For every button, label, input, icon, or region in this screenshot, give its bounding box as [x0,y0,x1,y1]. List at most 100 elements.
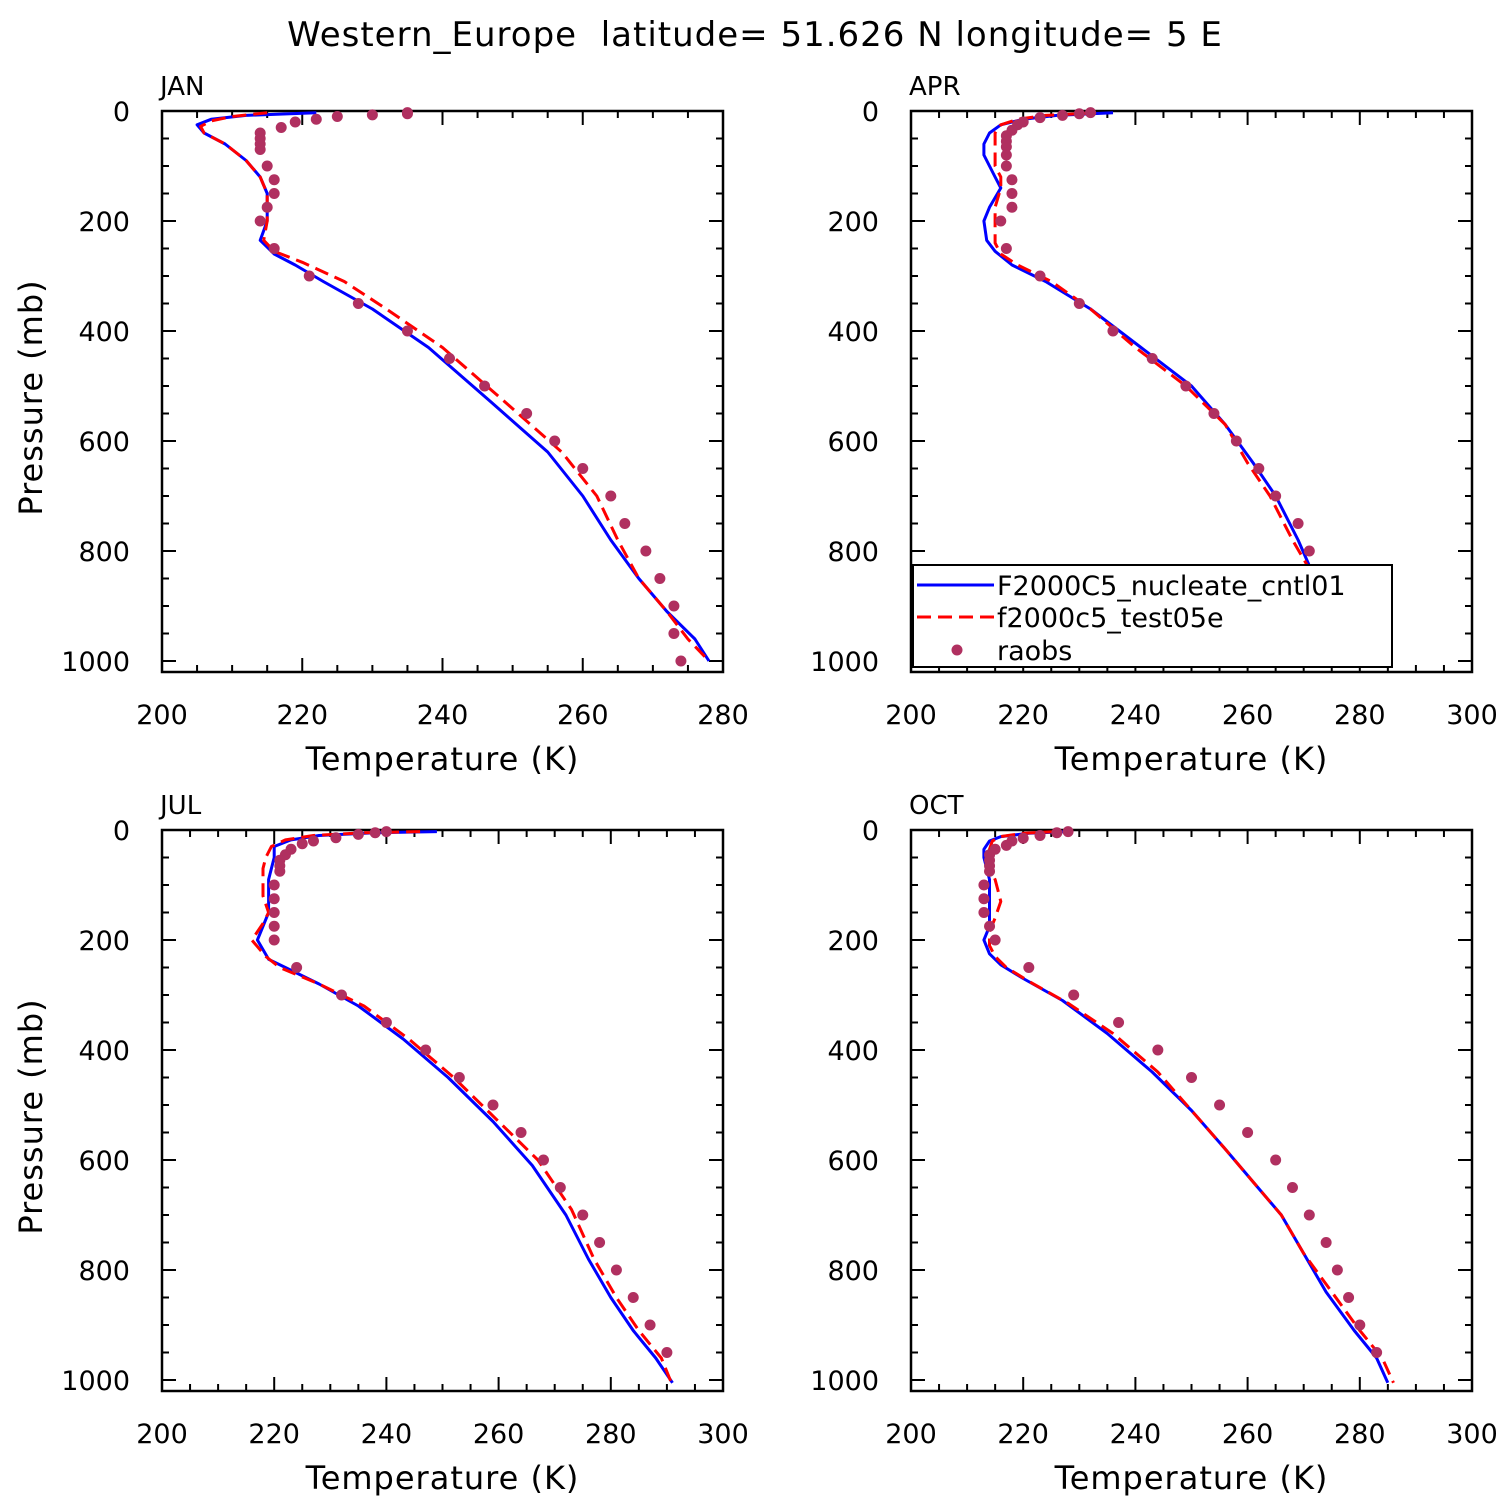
series-cntl01-line [982,111,1378,665]
x-tick-label: 260 [1222,1419,1274,1450]
raobs-point [453,1072,465,1083]
raobs-point [352,828,364,840]
raobs-point [1303,1209,1315,1221]
raobs-point [521,408,533,419]
x-tick-label: 300 [1446,1419,1498,1450]
x-tick-label: 280 [1334,700,1386,731]
raobs-point [619,518,631,529]
y-tick-label: 1000 [61,647,130,678]
raobs-point [1000,839,1012,851]
raobs-point [989,934,1001,946]
raobs-point [1320,1237,1332,1248]
x-tick-label: 240 [417,700,469,731]
raobs-point [296,838,308,850]
raobs-point [1214,1099,1226,1111]
y-tick-label: 400 [827,317,879,348]
raobs-point [307,835,319,847]
raobs-point [261,160,273,172]
raobs-point [554,1182,566,1193]
panel-apr: 200 220 240 260 280 300 0 200 400 600 800 1000 APR Te… [810,72,1497,778]
y-tick-label: 800 [78,1256,130,1287]
legend: F2000C5_nucleate_cntl01f2000c5_test05era… [912,564,1393,668]
x-tick-label: 200 [885,700,937,731]
raobs-point [668,600,680,612]
x-tick-label: 260 [557,700,609,731]
raobs-point [644,1319,656,1331]
raobs-point [1242,1127,1254,1138]
series-test05e-line [993,111,1378,663]
x-tick-label: 240 [361,1419,413,1450]
raobs-point [984,920,996,932]
raobs-point [366,109,378,121]
raobs-point [1146,353,1158,364]
y-tick-label: 0 [113,97,130,128]
raobs-point [1085,107,1097,119]
y-tick-label: 400 [827,1036,879,1067]
raobs-point [1152,1044,1164,1056]
y-tick-label: 600 [78,1146,130,1177]
y-axis-label: Pressure (mb) [12,998,50,1234]
raobs-point [1253,463,1265,474]
series-raobs [254,107,687,667]
legend-marker-raobs [951,644,963,656]
raobs-point [268,174,280,186]
raobs-point [289,116,301,128]
panel-label: JUL [158,791,202,821]
raobs-point [380,826,392,838]
raobs-point [675,655,687,667]
raobs-point [1062,826,1074,838]
raobs-point [268,934,280,946]
raobs-point [369,827,381,839]
raobs-point [1006,188,1018,199]
raobs-point [627,1292,639,1303]
y-tick-label: 400 [78,1036,130,1067]
y-tick-label: 0 [862,816,879,847]
raobs-point [268,907,280,918]
raobs-point [1371,1347,1383,1358]
series-test05e-line [988,830,1395,1384]
raobs-point [978,907,990,918]
x-tick-label: 300 [697,1419,749,1450]
raobs-point [661,1347,673,1358]
raobs-point [268,920,280,932]
x-axis-label: Temperature (K) [305,1459,580,1497]
raobs-point [610,1264,622,1276]
raobs-point [1017,832,1029,844]
x-tick-label: 280 [1334,1419,1386,1450]
raobs-point [401,108,413,120]
y-tick-label: 600 [827,1146,879,1177]
raobs-point [1113,1017,1125,1028]
panel-label: APR [909,72,961,102]
raobs-point [995,215,1007,227]
raobs-point [330,832,342,844]
raobs-point [1006,174,1018,186]
raobs-point [549,435,561,447]
raobs-point [479,380,491,392]
y-tick-label: 1000 [810,1366,879,1397]
raobs-point [1292,518,1304,529]
x-tick-label: 220 [997,700,1049,731]
raobs-point [303,270,315,282]
raobs-point [254,215,266,227]
raobs-point [268,879,280,891]
y-tick-label: 0 [862,97,879,128]
raobs-point [275,122,287,133]
y-tick-label: 0 [113,816,130,847]
raobs-point [444,353,456,364]
y-tick-label: 600 [827,427,879,458]
panel-oct: 200 220 240 260 280 300 0 200 400 600 800 1000 OCT Te… [810,791,1497,1497]
raobs-point [268,243,280,254]
x-tick-label: 240 [1110,700,1162,731]
y-tick-label: 200 [78,926,130,957]
x-tick-label: 280 [585,1419,637,1450]
y-tick-label: 200 [78,207,130,238]
x-tick-label: 200 [885,1419,937,1450]
y-tick-label: 600 [78,427,130,458]
y-tick-label: 1000 [61,1366,130,1397]
raobs-point [1270,1154,1282,1166]
raobs-point [1023,962,1035,973]
raobs-point [984,865,996,877]
raobs-point [254,144,266,155]
x-tick-label: 220 [997,1419,1049,1450]
